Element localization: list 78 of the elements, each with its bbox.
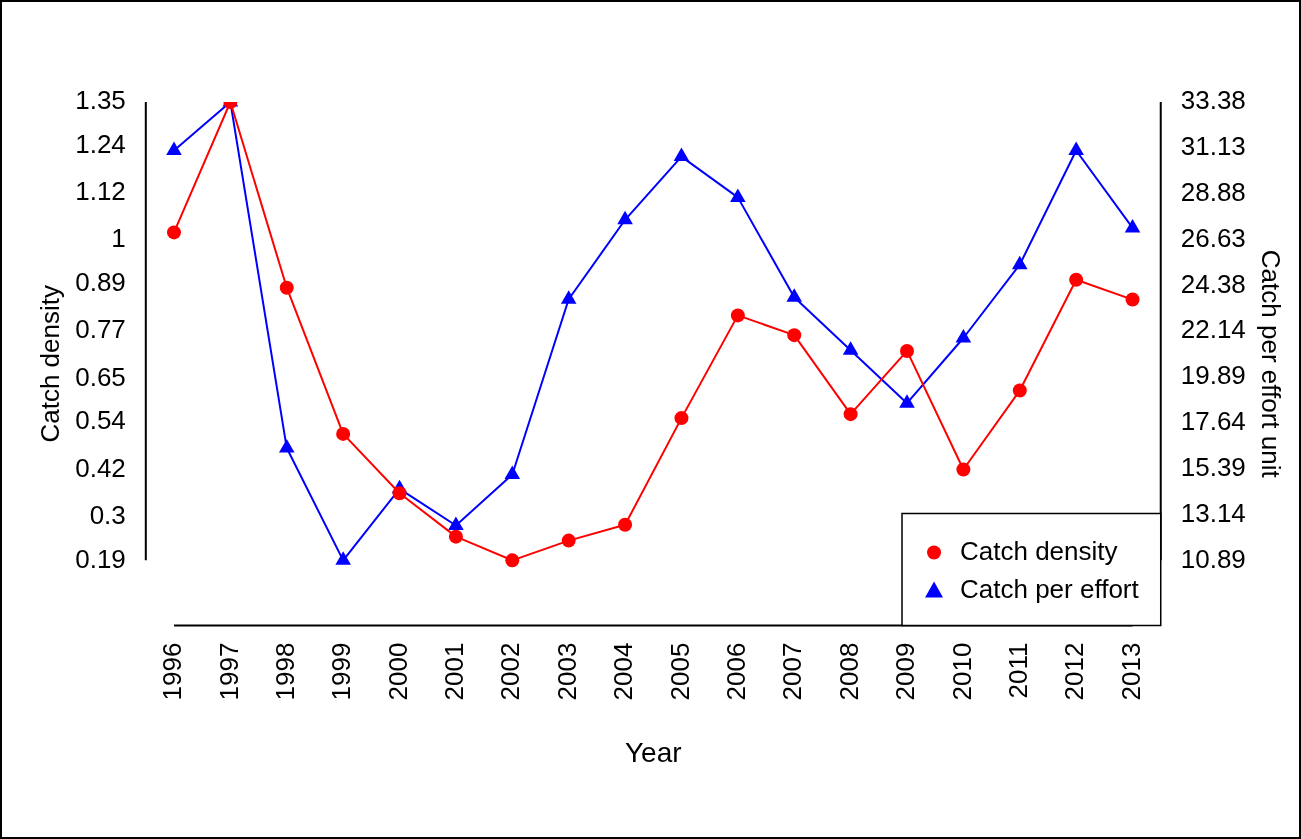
point — [618, 517, 633, 532]
point — [955, 329, 972, 343]
x-tick-label: 2002 — [495, 642, 526, 701]
point — [1125, 292, 1140, 307]
point — [448, 529, 463, 544]
point — [167, 225, 181, 240]
point — [842, 341, 859, 355]
y-tick-label: 1.24 — [75, 128, 126, 159]
point — [1012, 383, 1027, 398]
y-tick-label: 1.12 — [75, 176, 126, 207]
y2-tick-label: 10.89 — [1180, 543, 1246, 574]
x-tick-label: 2001 — [439, 642, 470, 701]
point — [1011, 255, 1028, 270]
point — [279, 280, 294, 295]
x-tick-label: 2010 — [946, 642, 977, 701]
x-tick-label: 2012 — [1059, 642, 1090, 701]
y-tick-label: 0.77 — [75, 314, 126, 345]
point — [673, 147, 690, 162]
y2-tick-label: 22.14 — [1180, 314, 1246, 345]
point — [899, 394, 915, 408]
point — [166, 141, 182, 155]
y-tick-label: 0.54 — [75, 405, 126, 436]
x-axis-title: Year — [624, 736, 682, 768]
point — [335, 551, 351, 565]
point — [560, 290, 577, 304]
y-tick-label: 0.3 — [89, 500, 126, 531]
y2-tick-label: 13.14 — [1180, 497, 1246, 528]
x-tick-label: 2008 — [833, 642, 864, 701]
x-tick-label: 1998 — [269, 642, 300, 701]
point — [900, 343, 914, 358]
point — [1124, 218, 1141, 233]
point — [730, 308, 745, 323]
y2-tick-label: 31.13 — [1180, 131, 1246, 162]
point — [956, 462, 971, 477]
point — [1069, 272, 1084, 287]
point — [448, 516, 464, 530]
y2-tick-label: 28.88 — [1180, 176, 1246, 207]
y-axis-title: Catch density — [34, 285, 65, 443]
point — [1068, 141, 1084, 155]
y-tick-label: 1.35 — [75, 85, 126, 116]
point — [843, 407, 858, 422]
x-tick-label: 1997 — [213, 642, 244, 701]
y2-tick-label: 15.39 — [1180, 451, 1246, 482]
x-tick-label: 2005 — [664, 642, 695, 701]
point — [674, 411, 689, 426]
y-tick-label: 0.42 — [75, 452, 126, 483]
y-tick-label: 0.89 — [75, 266, 126, 297]
y-tick-label: 0.19 — [75, 543, 126, 574]
point — [561, 533, 576, 548]
x-tick-label: 2013 — [1115, 642, 1146, 701]
y2-tick-label: 33.38 — [1180, 85, 1246, 116]
x-tick-label: 2009 — [890, 642, 921, 701]
point — [617, 210, 633, 225]
y2-tick-label: 19.89 — [1180, 360, 1246, 391]
point — [336, 426, 351, 441]
x-tick-label: 1999 — [326, 642, 357, 701]
y2-tick-label: 24.38 — [1180, 268, 1246, 299]
legend-label: Catch density — [960, 535, 1118, 566]
y2-tick-label: 26.63 — [1180, 222, 1246, 253]
y2-axis-title: Catch per effort unit — [1256, 249, 1287, 479]
x-tick-label: 2004 — [608, 642, 639, 701]
point — [505, 553, 520, 568]
point — [392, 486, 407, 501]
point — [786, 288, 803, 302]
x-tick-label: 2006 — [721, 642, 752, 701]
y-tick-label: 0.65 — [75, 361, 126, 392]
point — [787, 328, 802, 343]
x-tick-label: 2007 — [777, 642, 808, 701]
x-tick-label: 2011 — [1002, 642, 1033, 699]
x-tick-label: 1996 — [157, 642, 188, 701]
x-tick-label: 2000 — [382, 642, 413, 701]
x-tick-label: 2003 — [551, 642, 582, 701]
y2-tick-label: 17.64 — [1180, 405, 1246, 436]
legend-label: Catch per effort — [960, 573, 1140, 604]
point — [730, 188, 746, 202]
y-tick-label: 1 — [111, 223, 126, 254]
point — [504, 465, 521, 480]
point — [278, 439, 295, 453]
